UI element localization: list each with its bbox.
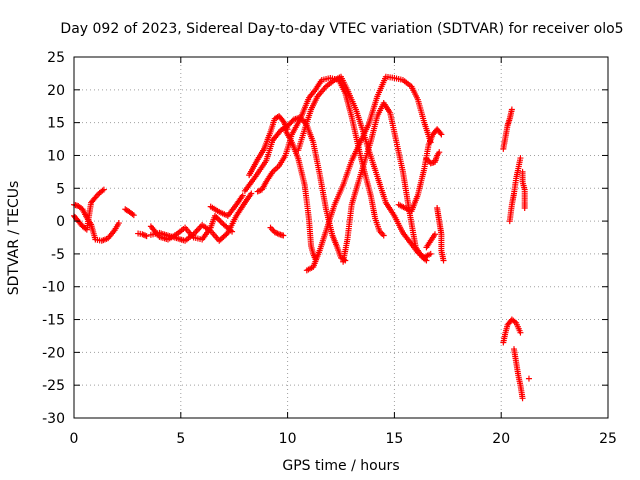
y-tick-label: -5 [51,247,65,263]
chart-title: Day 092 of 2023, Sidereal Day-to-day VTE… [60,21,623,37]
series-sdtvar [71,73,532,402]
satellite-track [519,168,528,211]
plot-frame [73,56,609,419]
y-tick-label: 10 [47,148,65,164]
data-point [517,155,524,162]
y-tick-labels: -30 -25 -20 -15 -10 -5 0 5 10 15 20 25 [42,50,65,427]
y-tick-label: 25 [47,50,65,66]
satellite-track [267,224,287,239]
data-point [440,257,447,264]
data-point [438,131,445,138]
x-tick-label: 5 [176,431,185,447]
data-point [525,375,532,382]
data-point [256,187,263,194]
data-point [239,192,246,199]
data-point [100,186,107,193]
x-axis-label: GPS time / hours [282,458,399,474]
data-point [380,232,387,239]
satellite-track [506,155,524,225]
satellite-track [71,186,107,233]
y-tick-label: -15 [42,313,65,329]
y-tick-label: -25 [42,378,65,394]
y-axis-label: SDTVAR / TECUs [6,181,22,296]
y-tick-label: -20 [42,345,65,361]
grid-lines [74,57,608,418]
data-point [115,220,122,227]
y-tick-label: 5 [56,181,65,197]
data-point [521,204,528,211]
data-point [280,232,287,239]
satellite-track [511,346,526,402]
satellite-track [135,230,150,240]
data-point [517,329,524,336]
satellite-track [500,316,524,346]
data-marks [71,73,532,402]
satellite-track [207,192,246,219]
data-point [143,233,150,240]
y-tick-label: 20 [47,83,65,99]
y-tick-label: 15 [47,116,65,132]
data-point [140,231,147,238]
x-tick-label: 15 [385,431,403,447]
y-tick-label: -30 [42,411,65,427]
data-point [508,106,515,113]
data-point [130,212,137,219]
data-point [519,395,526,402]
x-tick-label: 20 [492,431,510,447]
satellite-track [147,212,236,243]
satellite-track [303,73,434,274]
satellite-track [340,99,430,265]
x-tick-label: 25 [599,431,617,447]
data-point [229,228,236,235]
satellite-track [500,106,515,152]
y-tick-label: -10 [42,280,65,296]
data-point [436,149,443,156]
data-point [217,218,224,225]
satellite-track [246,113,291,179]
satellite-track [147,190,255,244]
data-point [431,231,438,238]
satellite-track [434,204,447,264]
data-point [437,130,444,137]
data-point [248,190,255,197]
data-point [427,250,434,257]
x-tick-label: 10 [279,431,297,447]
data-point [423,257,430,264]
y-tick-label: 0 [56,214,65,230]
satellite-track [241,114,349,264]
satellite-track [122,206,137,219]
satellite-track [423,149,443,167]
data-point [214,215,221,222]
axis-ticks [73,56,609,419]
x-tick-label: 0 [70,431,79,447]
x-tick-labels: 0 5 10 15 20 25 [70,431,617,447]
satellite-track [423,231,438,251]
satellite-track [525,375,532,382]
satellite-track [295,73,434,261]
